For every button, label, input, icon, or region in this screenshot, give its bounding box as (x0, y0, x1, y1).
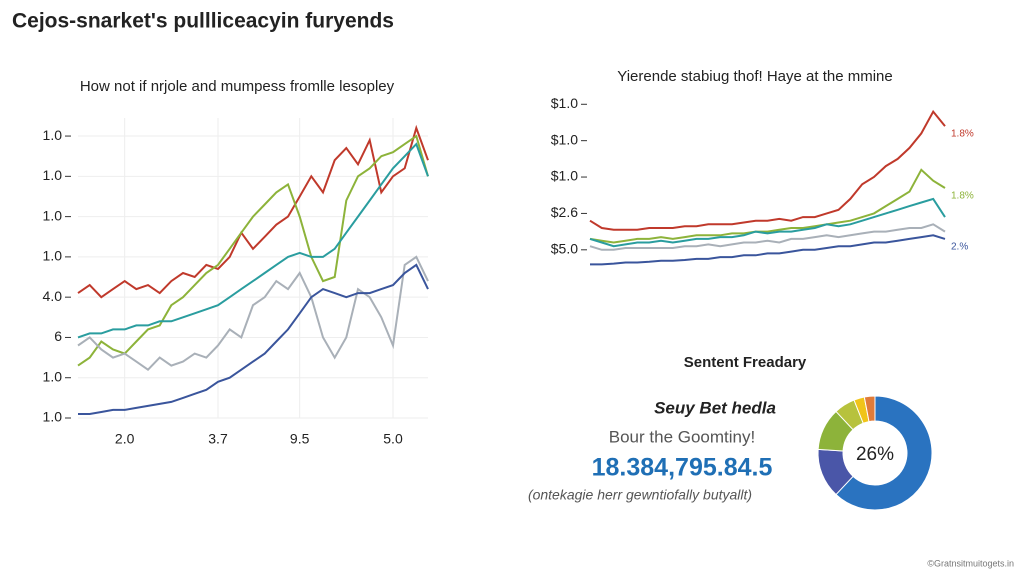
center-label: 26% (856, 444, 894, 465)
series-label: 2.% (951, 242, 968, 253)
series-line (589, 197, 946, 248)
y-tick-label: 1.0 (43, 368, 63, 384)
y-tick-label: $1.0 (551, 168, 578, 184)
series-line (589, 223, 946, 251)
x-tick-label: 3.7 (208, 431, 228, 447)
donut-slice (835, 395, 933, 511)
series-line (590, 234, 946, 266)
footer: ©Gratnsitmuitogets.in (927, 558, 1014, 568)
series-line (78, 263, 429, 415)
chart-title: Sentent Freadary (684, 354, 807, 371)
y-tick-label: 1.0 (43, 127, 63, 143)
series-label: 1.8% (951, 129, 974, 140)
x-tick-label: 2.0 (115, 431, 135, 447)
y-tick-label: $1.0 (551, 95, 578, 111)
series-line (77, 142, 429, 339)
x-tick-label: 9.5 (290, 431, 310, 447)
series-label: 1.8% (951, 191, 974, 202)
y-tick-label: 6 (54, 328, 62, 344)
y-tick-label: 1.0 (43, 409, 63, 425)
series-line (77, 255, 429, 372)
y-tick-label: 1.0 (43, 167, 63, 183)
series-line (589, 168, 946, 244)
page-title: Cejos-snarket's pullliceacyin furyends (12, 10, 394, 33)
stat-note: (ontekagie herr gewntiofally butyallt) (528, 487, 752, 503)
y-tick-label: 1.0 (43, 207, 63, 223)
y-tick-label: 4.0 (43, 288, 63, 304)
series-line (77, 134, 429, 367)
series-line (589, 109, 946, 231)
y-tick-label: $2.6 (551, 204, 578, 220)
stat-subheading: Bour the Goomtiny! (609, 427, 755, 446)
stat-heading: Seuy Bet hedla (654, 398, 776, 417)
donut-slice (863, 395, 876, 423)
y-tick-label: $5.0 (551, 241, 578, 257)
x-tick-label: 5.0 (383, 431, 403, 447)
stat-value: 18.384,795.84.5 (592, 454, 773, 482)
series-line (77, 124, 429, 299)
chart-title: How not if nrjole and mumpess fromlle le… (80, 78, 395, 95)
chart-title: Yierende stabiug thof! Haye at the mmine (617, 68, 892, 85)
y-tick-label: 1.0 (43, 248, 63, 264)
y-tick-label: $1.0 (551, 131, 578, 147)
